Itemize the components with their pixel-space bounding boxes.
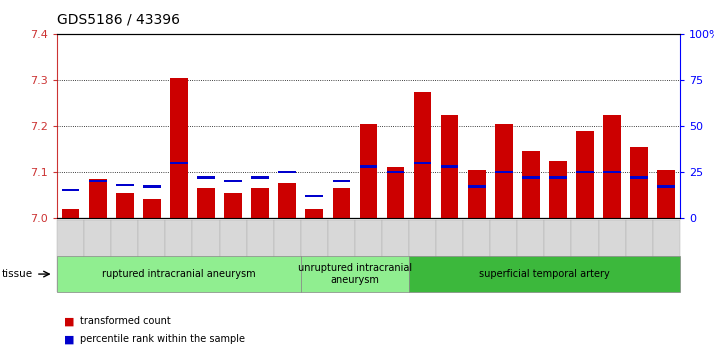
Bar: [62, 209, 79, 218]
Bar: [387, 167, 404, 218]
Bar: [116, 193, 134, 218]
Bar: [522, 151, 540, 218]
Bar: [658, 170, 675, 218]
Bar: [603, 171, 621, 173]
Bar: [549, 176, 567, 179]
Bar: [333, 180, 350, 182]
Text: ruptured intracranial aneurysm: ruptured intracranial aneurysm: [102, 269, 256, 279]
Bar: [170, 78, 188, 218]
Text: GDS5186 / 43396: GDS5186 / 43396: [57, 13, 180, 27]
Bar: [224, 180, 242, 182]
Bar: [522, 176, 540, 179]
Bar: [278, 183, 296, 218]
Text: percentile rank within the sample: percentile rank within the sample: [80, 334, 245, 344]
Bar: [576, 131, 594, 218]
Bar: [360, 124, 377, 218]
Bar: [468, 170, 486, 218]
Bar: [658, 185, 675, 188]
Bar: [197, 188, 215, 218]
Bar: [170, 162, 188, 164]
Bar: [495, 124, 513, 218]
Bar: [603, 115, 621, 218]
Bar: [360, 165, 377, 168]
Bar: [251, 188, 269, 218]
Bar: [576, 171, 594, 173]
Bar: [306, 209, 323, 218]
Bar: [278, 171, 296, 173]
Bar: [62, 189, 79, 191]
Bar: [441, 115, 458, 218]
Bar: [333, 188, 350, 218]
Bar: [251, 176, 269, 179]
Bar: [549, 160, 567, 218]
Bar: [441, 165, 458, 168]
Bar: [414, 162, 431, 164]
Bar: [116, 184, 134, 186]
Bar: [224, 193, 242, 218]
Bar: [387, 171, 404, 173]
Bar: [414, 92, 431, 218]
Bar: [495, 171, 513, 173]
Text: tissue: tissue: [1, 269, 33, 279]
Text: transformed count: transformed count: [80, 316, 171, 326]
Bar: [143, 185, 161, 188]
Text: unruptured intracranial
aneurysm: unruptured intracranial aneurysm: [298, 263, 412, 285]
Bar: [89, 180, 106, 182]
Bar: [630, 176, 648, 179]
Text: ■: ■: [64, 316, 75, 326]
Bar: [197, 176, 215, 179]
Bar: [630, 147, 648, 218]
Bar: [306, 195, 323, 197]
Bar: [468, 185, 486, 188]
Text: superficial temporal artery: superficial temporal artery: [479, 269, 610, 279]
Text: ■: ■: [64, 334, 75, 344]
Bar: [143, 200, 161, 218]
Bar: [89, 179, 106, 218]
